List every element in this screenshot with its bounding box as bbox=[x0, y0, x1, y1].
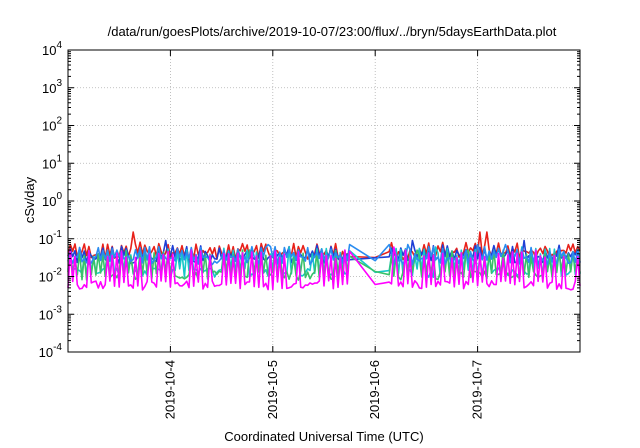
x-tick-label: 2019-10-5 bbox=[265, 360, 280, 419]
y-tick-label: 10-4 bbox=[39, 342, 63, 360]
y-axis: 10-4 10-3 10-2 10-1 100 101 102 103 104 bbox=[39, 40, 580, 360]
chart-title: /data/run/goesPlots/archive/2019-10-07/2… bbox=[108, 24, 557, 39]
y-tick-label: 10-3 bbox=[39, 304, 63, 322]
y-axis-label: cSv/day bbox=[22, 176, 37, 223]
y-tick-label: 10-2 bbox=[39, 267, 63, 285]
x-axis-label: Coordinated Universal Time (UTC) bbox=[224, 429, 423, 444]
series-line bbox=[67, 246, 581, 291]
grid-lines bbox=[68, 50, 580, 352]
y-tick-label: 102 bbox=[42, 116, 62, 134]
y-tick-label: 10-1 bbox=[39, 229, 63, 247]
series-line bbox=[67, 243, 581, 266]
y-tick-label: 103 bbox=[42, 78, 62, 96]
series-layer bbox=[67, 231, 581, 291]
y-tick-label: 101 bbox=[42, 153, 62, 171]
y-tick-label: 100 bbox=[42, 191, 62, 209]
x-axis: 2019-10-4 2019-10-5 2019-10-6 2019-10-7 bbox=[162, 50, 485, 419]
x-tick-label: 2019-10-7 bbox=[470, 360, 485, 419]
x-tick-label: 2019-10-6 bbox=[367, 360, 382, 419]
x-tick-label: 2019-10-4 bbox=[162, 360, 177, 419]
y-tick-label: 104 bbox=[42, 40, 62, 58]
